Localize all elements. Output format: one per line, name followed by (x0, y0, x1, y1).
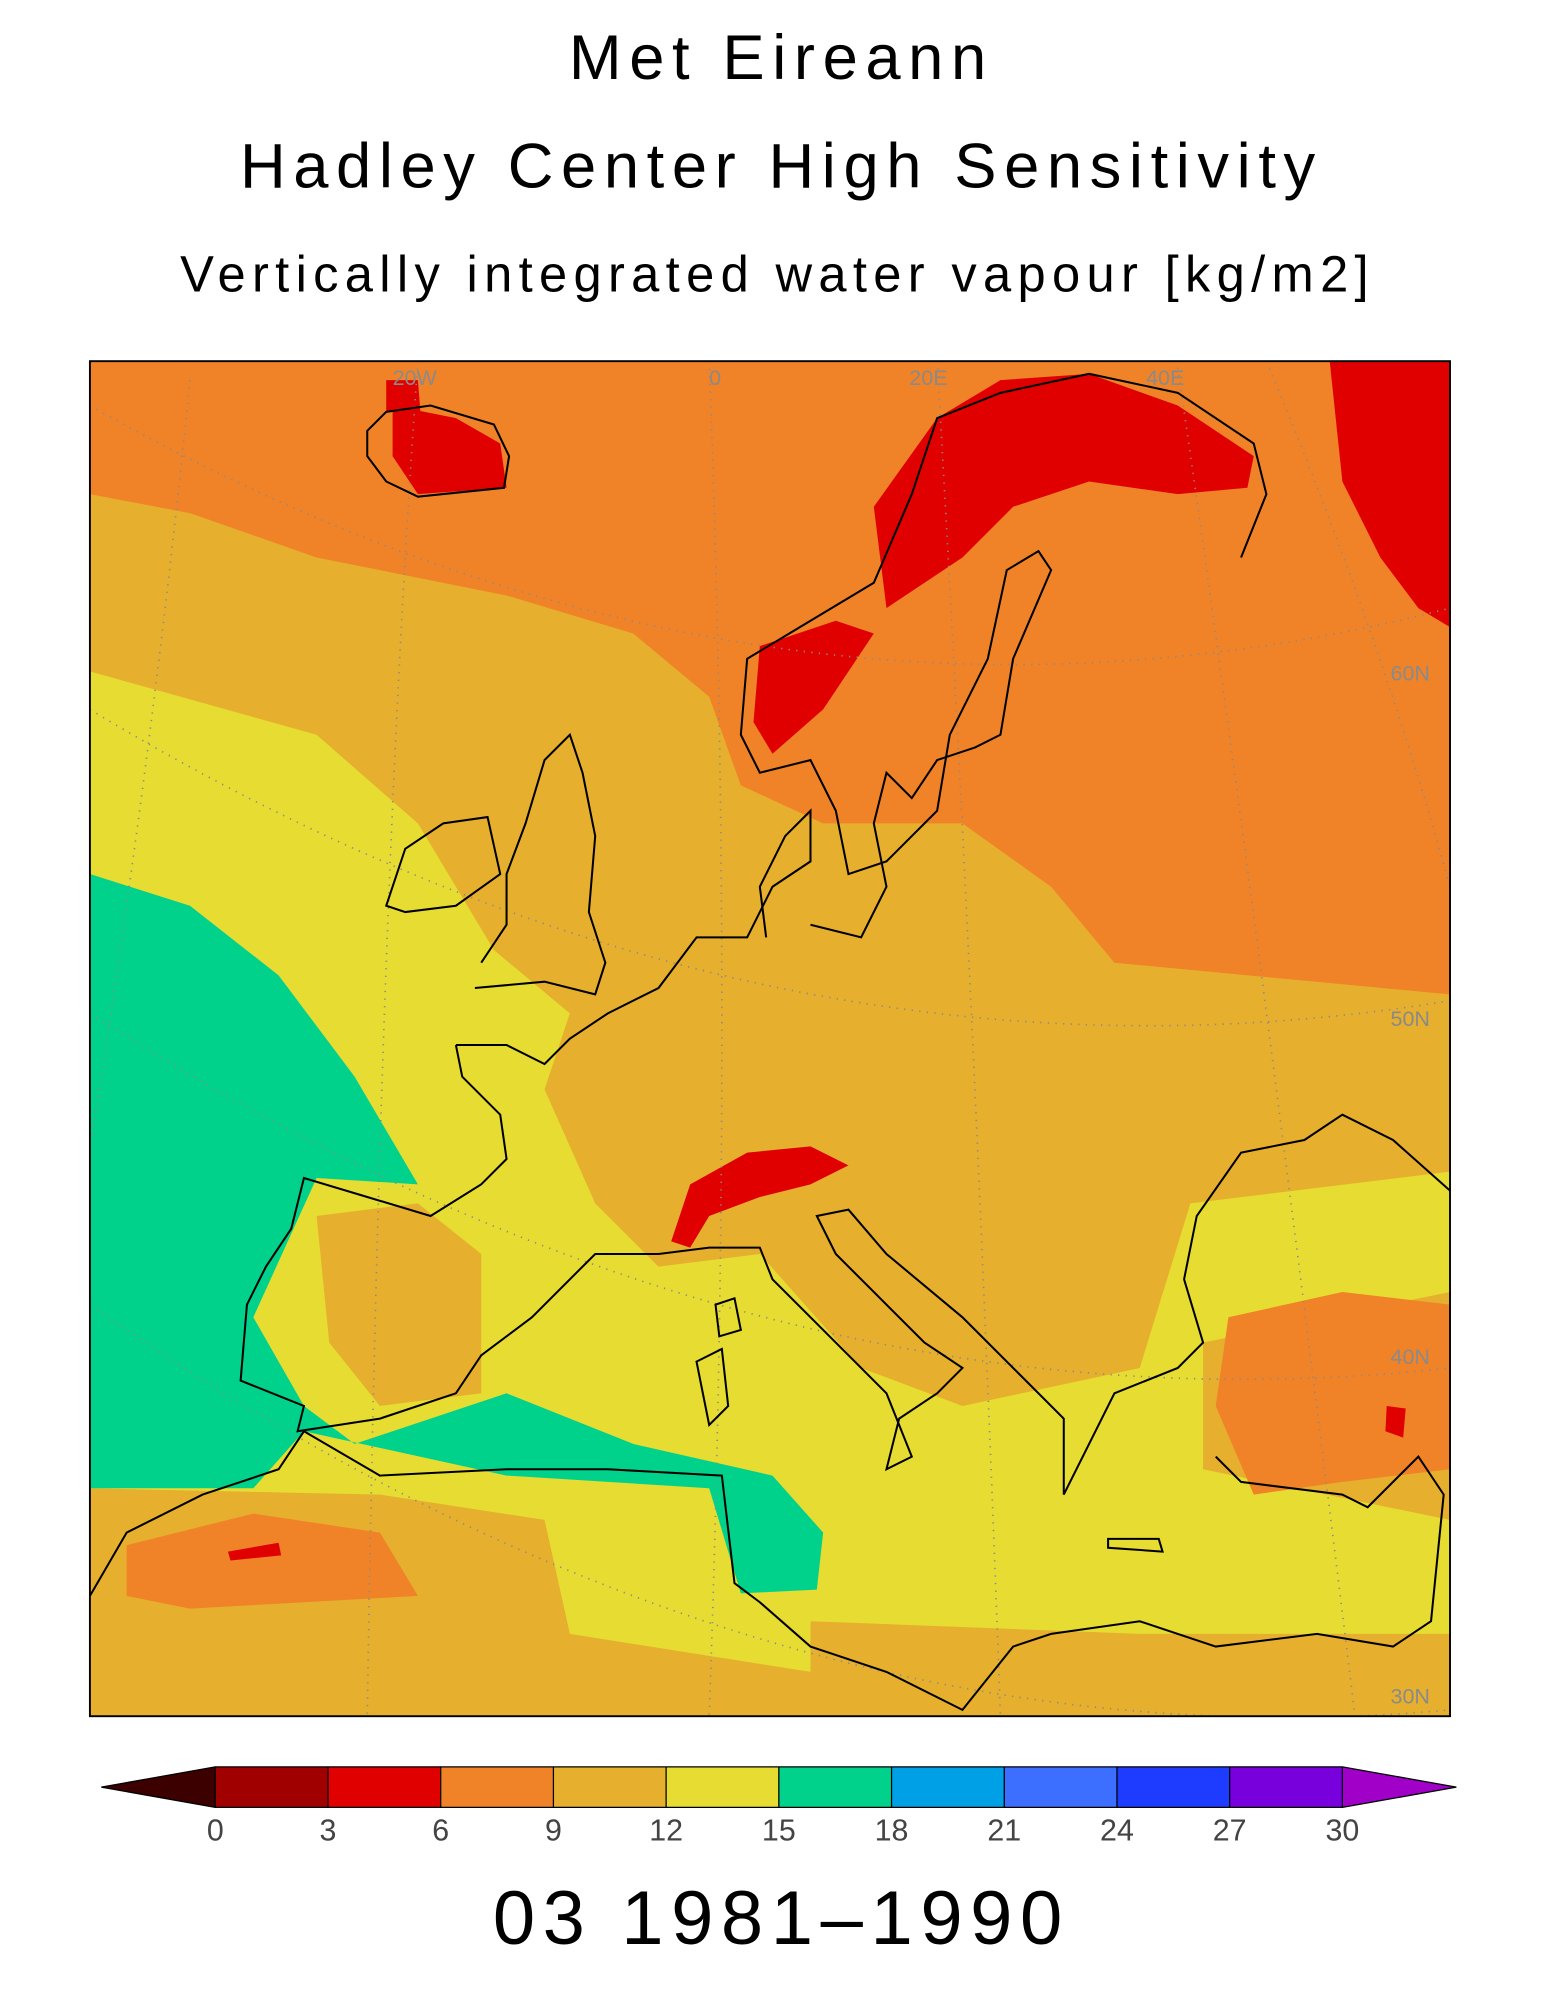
footer: 03 1981–1990 (493, 1876, 1070, 1961)
graticule-line (708, 361, 723, 1717)
graticule-label: 60N (1391, 661, 1430, 685)
field-region (1215, 1291, 1451, 1495)
field-region (392, 405, 507, 495)
colorbar-segment (1229, 1766, 1343, 1808)
map-frame (88, 360, 1451, 1718)
colorbar: 0 3 6 9 12 15 18 21 24 27 30 (101, 1766, 1457, 1847)
title-line: Met Eireann (569, 23, 994, 93)
graticule-label: 40E (1146, 366, 1184, 390)
field-region (753, 620, 874, 754)
colorbar-tick-label: 24 (1100, 1813, 1134, 1847)
graticule-label: 20W (393, 366, 438, 390)
colorbar-tick-label: 3 (320, 1813, 337, 1847)
field-region (386, 380, 421, 412)
field-region (671, 1146, 849, 1248)
colorbar-segment (553, 1766, 667, 1808)
map: 20W 0 20E 40E 60N 50N 40N 30N (89, 361, 1451, 1717)
graticule-label: 30N (1391, 1685, 1430, 1709)
graticule-label: 40N (1391, 1345, 1430, 1369)
field-region (1385, 1405, 1406, 1438)
graticule-label: 20E (909, 366, 947, 390)
coastline (1107, 1537, 1164, 1553)
colorbar-tick-label: 0 (207, 1813, 224, 1847)
graticule-line (89, 708, 1451, 1027)
graticule-label: 0 (709, 366, 721, 390)
colorbar-tick-label: 18 (875, 1813, 909, 1847)
coastline (239, 1044, 1451, 1496)
coastline (366, 404, 511, 498)
field-region (1329, 361, 1451, 628)
field-region (227, 1542, 282, 1561)
colorbar-segment (1004, 1766, 1117, 1808)
coastline (714, 1296, 743, 1338)
title-line: Hadley Center High Sensitivity (240, 132, 1323, 202)
graticule-label: 50N (1391, 1007, 1430, 1031)
colorbar-segment (1116, 1766, 1230, 1808)
field-region (873, 373, 1254, 609)
field-region (89, 874, 824, 1594)
colorbar-tick-label: 9 (545, 1813, 562, 1847)
subtitle: Vertically integrated water vapour [kg/m… (180, 246, 1375, 303)
colorbar-segment (778, 1766, 892, 1808)
colorbar-tick-label: 6 (432, 1813, 449, 1847)
field-region (316, 1203, 482, 1406)
colorbar-outline (101, 1766, 1457, 1809)
colorbar-tick-label: 12 (649, 1813, 683, 1847)
colorbar-under (101, 1766, 216, 1808)
colorbar-segment (440, 1766, 554, 1808)
coastline (695, 1347, 730, 1427)
colorbar-over (1342, 1766, 1457, 1808)
field-region (126, 1513, 418, 1609)
colorbar-segment (666, 1766, 779, 1808)
coastline (89, 1429, 1445, 1712)
colorbar-tick-label: 21 (987, 1813, 1021, 1847)
colorbar-segment (327, 1766, 441, 1808)
colorbar-segment (215, 1766, 328, 1808)
coastline (739, 372, 1268, 939)
coastline (474, 732, 607, 996)
colorbar-tick-label: 27 (1213, 1813, 1247, 1847)
coastline (455, 808, 812, 1066)
graticule-line (89, 404, 1451, 666)
colorbar-segment (891, 1766, 1005, 1808)
colorbar-tick-label: 15 (762, 1813, 796, 1847)
coastline (384, 815, 502, 914)
colorbar-tick-label: 30 (1325, 1813, 1359, 1847)
